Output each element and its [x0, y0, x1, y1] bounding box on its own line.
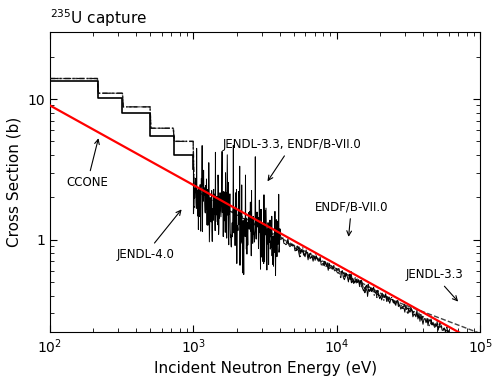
Text: $^{235}$U capture: $^{235}$U capture: [50, 7, 147, 29]
Text: JENDL-3.3, ENDF/B-VII.0: JENDL-3.3, ENDF/B-VII.0: [223, 138, 362, 180]
Y-axis label: Cross Section (b): Cross Section (b): [7, 117, 22, 247]
Text: JENDL-3.3: JENDL-3.3: [406, 268, 463, 301]
Text: ENDF/B-VII.0: ENDF/B-VII.0: [314, 200, 388, 236]
Text: CCONE: CCONE: [66, 139, 108, 189]
X-axis label: Incident Neutron Energy (eV): Incident Neutron Energy (eV): [154, 361, 377, 376]
Text: JENDL-4.0: JENDL-4.0: [116, 210, 181, 261]
